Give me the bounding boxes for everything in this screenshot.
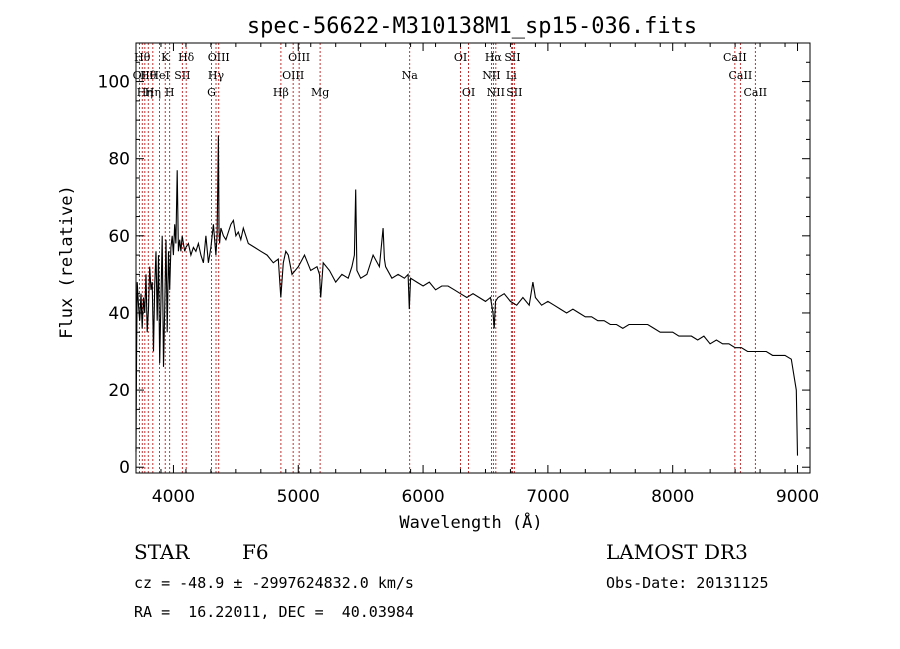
- line-marker-label: Hθ: [140, 69, 157, 82]
- x-tick-label: 7000: [526, 487, 569, 507]
- line-marker-label: Hβ: [273, 86, 289, 99]
- object-class: STAR: [134, 540, 190, 564]
- line-marker-label: NII: [487, 86, 505, 99]
- y-tick-label: 40: [108, 304, 130, 324]
- y-axis-ticks: 0 20 40 60 80 100: [98, 42, 810, 478]
- y-tick-label: 60: [108, 227, 130, 247]
- y-tick-label: 0: [119, 458, 130, 478]
- coordinates: RA = 16.22011, DEC = 40.03984: [134, 603, 414, 621]
- x-axis-label: Wavelength (Å): [399, 511, 542, 533]
- line-marker-label: Hα: [485, 51, 503, 64]
- line-marker-label: CaII: [723, 51, 747, 64]
- line-marker-label: OIII: [282, 69, 304, 82]
- line-marker-label: Hη: [145, 86, 161, 99]
- spectrum-line: [135, 135, 799, 456]
- survey-name: LAMOST DR3: [606, 540, 748, 564]
- x-tick-label: 5000: [277, 487, 320, 507]
- y-axis-label: Flux (relative): [57, 185, 77, 339]
- x-tick-label: 6000: [401, 487, 444, 507]
- line-marker-label: OIII: [288, 51, 310, 64]
- line-marker-label: HeI: [149, 69, 169, 82]
- line-marker-label: OI: [454, 51, 467, 64]
- line-marker-label: SII: [504, 51, 520, 64]
- x-tick-label: 4000: [152, 487, 195, 507]
- line-marker-label: Hγ: [208, 69, 225, 82]
- y-tick-label: 100: [98, 73, 130, 93]
- line-marker-label: K: [161, 51, 170, 64]
- line-marker-label: OI: [462, 86, 475, 99]
- line-marker-label: G: [207, 86, 216, 99]
- object-subclass: F6: [242, 540, 269, 564]
- line-marker-label: CaII: [743, 86, 767, 99]
- line-marker-label: CaII: [729, 69, 753, 82]
- obs-date: Obs-Date: 20131125: [606, 574, 769, 592]
- line-marker-label: Mg: [311, 86, 329, 99]
- x-tick-label: 9000: [776, 487, 819, 507]
- line-marker-label: OIII: [208, 51, 230, 64]
- plot-frame: [135, 42, 811, 474]
- x-tick-label: 8000: [651, 487, 694, 507]
- line-marker-label: Hδ: [178, 51, 195, 64]
- line-marker-label: Hη: [137, 86, 153, 99]
- line-marker-label: SII: [174, 69, 190, 82]
- line-marker-label: NII: [482, 69, 500, 82]
- y-tick-label: 80: [108, 150, 130, 170]
- line-marker-label: H: [165, 86, 175, 99]
- x-axis-ticks: 4000 5000 6000 7000 8000 9000: [135, 43, 819, 507]
- line-marker-label: SII: [506, 86, 522, 99]
- redshift-readout: cz = -48.9 ± -2997624832.0 km/s: [134, 574, 414, 592]
- line-markers: [138, 43, 756, 473]
- line-marker-label: Li: [506, 69, 517, 82]
- y-tick-label: 20: [108, 381, 130, 401]
- line-marker-label: Hθ: [134, 51, 151, 64]
- line-marker-label: Na: [402, 69, 419, 82]
- chart-title: spec-56622-M310138M1_sp15-036.fits: [247, 14, 697, 39]
